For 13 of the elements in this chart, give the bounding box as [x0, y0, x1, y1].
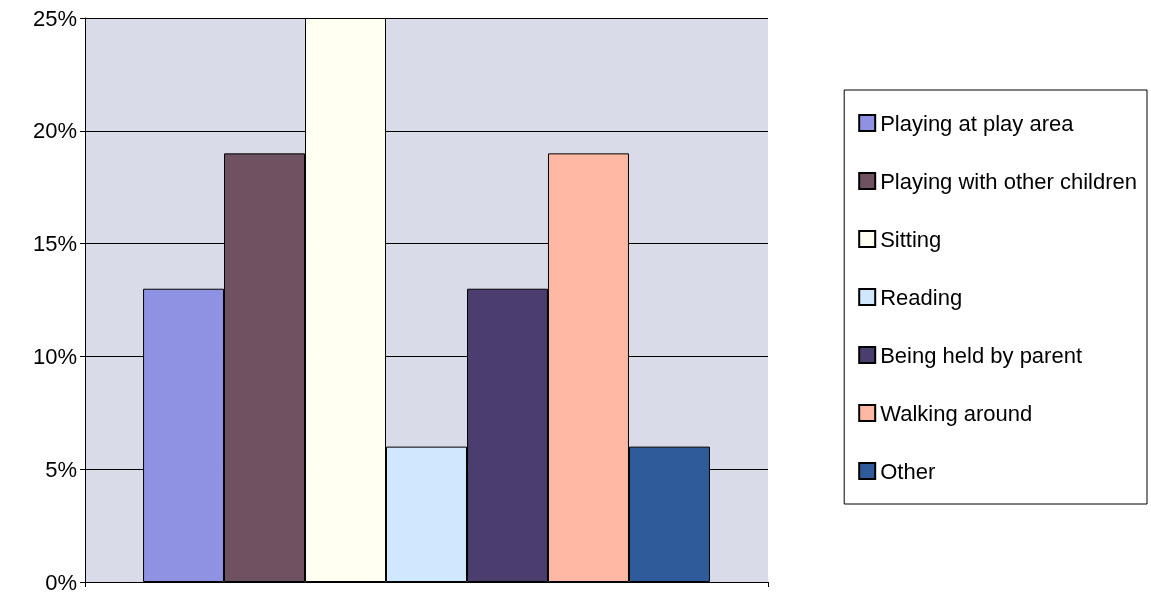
- y-tick-label: 25%: [32, 5, 77, 31]
- legend-label: Reading: [880, 284, 963, 310]
- y-tick-label: 15%: [32, 231, 77, 257]
- y-tick-label: 5%: [45, 456, 77, 482]
- legend-label: Playing with other children: [880, 168, 1138, 194]
- y-tick-label: 0%: [45, 569, 77, 594]
- legend-label: Sitting: [880, 226, 942, 252]
- legend-label: Other: [880, 458, 936, 484]
- y-tick-label: 10%: [32, 343, 77, 369]
- legend-label: Walking around: [880, 400, 1033, 426]
- y-tick-label: 20%: [32, 118, 77, 144]
- legend-label: Being held by parent: [880, 342, 1083, 368]
- legend-label: Playing at play area: [880, 110, 1075, 136]
